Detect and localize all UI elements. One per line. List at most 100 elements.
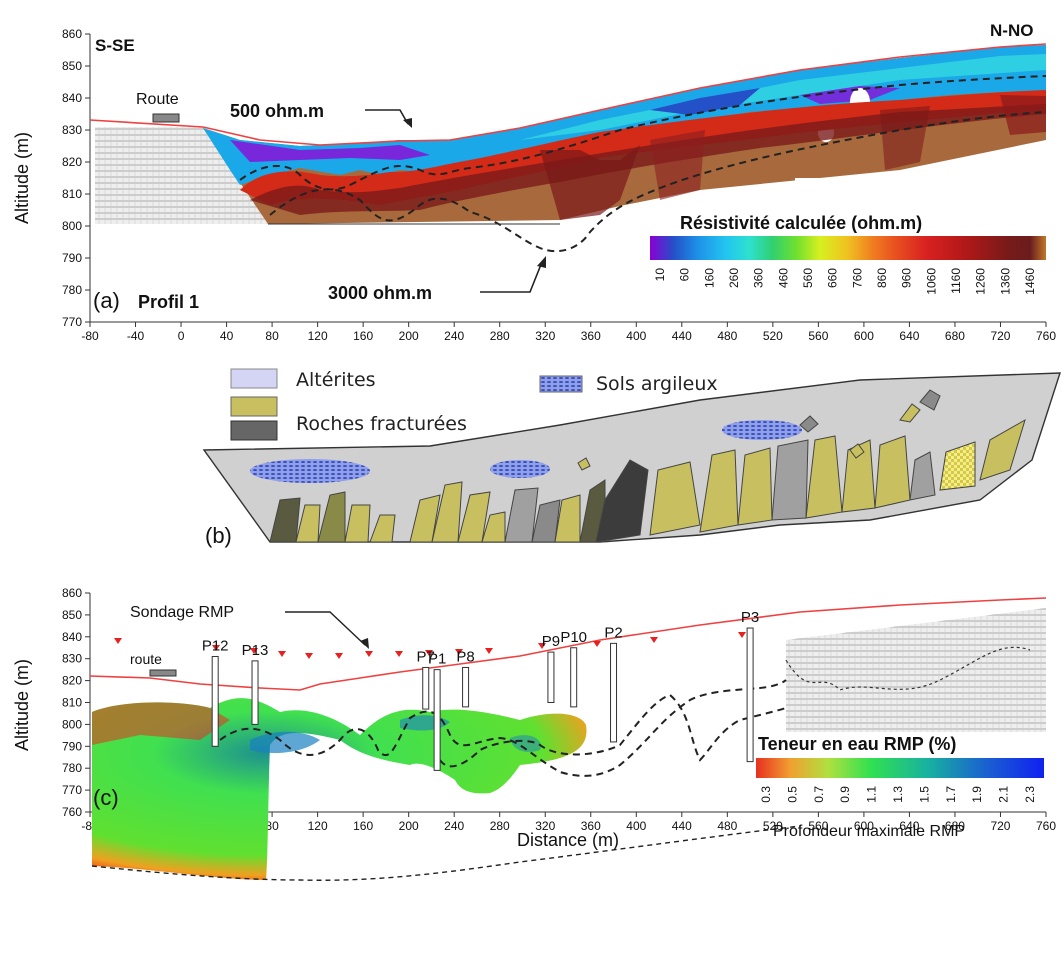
res-cbar-ticks: 10 60 160 260 360 460 560 660 760 860 960 1060 1160 1… — [653, 268, 1037, 295]
legend-label-alterites: Altérites — [296, 369, 376, 391]
res-cbar-title: Résistivité calculée (ohm.m) — [680, 213, 922, 233]
well-P3 — [746, 627, 754, 763]
x-tick-label: 400 — [626, 819, 646, 833]
x-tick-label: 600 — [854, 329, 874, 343]
well-label: P8 — [456, 648, 474, 665]
rock-columns — [269, 389, 1026, 543]
x-tick-label: 760 — [1036, 329, 1056, 343]
rmp-cbar-tick: 2.1 — [997, 786, 1011, 803]
x-tick-label: 720 — [990, 819, 1010, 833]
x-tick-label: 280 — [490, 329, 510, 343]
legend-swatch-alterites — [230, 368, 278, 389]
res-cbar-tick: 960 — [900, 268, 914, 288]
panel-c-y-title: Altitude (m) — [12, 659, 32, 751]
well-P13 — [251, 660, 259, 725]
panel-c-x-title: Distance (m) — [517, 830, 619, 850]
ground-surface-c — [89, 597, 1047, 691]
dir-left-label: S-SE — [95, 36, 135, 55]
y-tick-label: 820 — [62, 674, 82, 688]
y-tick-label: 800 — [62, 717, 82, 731]
x-tick-label: 480 — [717, 329, 737, 343]
res-cbar-tick: 660 — [826, 268, 840, 288]
resistivity-section — [203, 45, 1046, 224]
legend-swatch-sols — [539, 375, 583, 393]
res-cbar-tick: 160 — [702, 268, 716, 288]
well-label: P1 — [428, 651, 446, 668]
well-label: P3 — [741, 609, 759, 626]
x-tick-label: 400 — [626, 329, 646, 343]
panel-a: 770 780 790 800 810 820 830 840 850 860 -80 -40 0 40… — [12, 21, 1056, 343]
clay-lens — [250, 459, 370, 483]
res-cbar-tick: 1460 — [1023, 268, 1037, 295]
x-tick-label: 160 — [353, 329, 373, 343]
x-tick-label: 600 — [854, 819, 874, 833]
y-tick-label: 850 — [62, 608, 82, 622]
rmp-cbar-tick: 1.1 — [865, 786, 879, 803]
well-P12 — [211, 656, 219, 747]
rmp-cbar-tick: 1.3 — [891, 786, 905, 803]
x-tick-label: 80 — [265, 819, 279, 833]
panel-a-tag: (a) — [93, 288, 120, 313]
rmp-cbar-tick: 0.9 — [838, 786, 852, 803]
iso-500-label: 500 ohm.m — [230, 101, 324, 121]
sondage-label: Sondage RMP — [130, 604, 234, 621]
x-tick-label: 680 — [945, 329, 965, 343]
res-cbar-tick: 1260 — [974, 268, 988, 295]
rmp-cbar-ticks: 0.3 0.5 0.7 0.9 1.1 1.3 1.5 1.7 1.9 2.1 2.3 — [759, 786, 1037, 803]
x-tick-label: 240 — [444, 819, 464, 833]
x-tick-label: 160 — [353, 819, 373, 833]
legend-label-roches-fracturees: Roches fracturées — [296, 413, 467, 435]
well-P8 — [462, 666, 470, 708]
legend-label-sols: Sols argileux — [596, 373, 718, 395]
res-cbar-tick: 1160 — [949, 268, 963, 294]
panel-b-tag: (b) — [205, 523, 232, 548]
x-tick-label: 720 — [990, 329, 1010, 343]
well-P7 — [422, 666, 430, 710]
x-tick-label: 200 — [399, 819, 419, 833]
x-tick-label: 560 — [808, 329, 828, 343]
y-tick-label: 770 — [62, 783, 82, 797]
iso-3000-label: 3000 ohm.m — [328, 283, 432, 303]
x-tick-label: 40 — [220, 329, 234, 343]
rmp-cbar-tick: 1.9 — [970, 786, 984, 803]
rmp-cbar-tick: 2.3 — [1023, 786, 1037, 803]
well-label: P12 — [202, 638, 229, 655]
road-label: Route — [136, 91, 179, 108]
y-tick-label: 830 — [62, 123, 82, 137]
x-tick-label: 200 — [399, 329, 419, 343]
y-tick-label: 810 — [62, 696, 82, 710]
x-tick-label: 120 — [308, 819, 328, 833]
y-tick-label: 760 — [62, 805, 82, 819]
y-tick-label: 790 — [62, 739, 82, 753]
max-depth-label: Profondeur maximale RMP — [773, 823, 965, 840]
panel-c-tag: (c) — [93, 785, 119, 810]
iso-3000-line — [269, 111, 1047, 253]
y-tick-label: 790 — [62, 251, 82, 265]
x-tick-label: 560 — [808, 819, 828, 833]
contour-upper — [219, 679, 787, 777]
panel-a-y-ticks: 770 780 790 800 810 820 830 840 850 860 — [62, 27, 90, 329]
y-tick-label: 830 — [62, 652, 82, 666]
well-P9 — [547, 651, 555, 704]
y-tick-label: 840 — [62, 630, 82, 644]
well-P2 — [610, 642, 618, 743]
x-tick-label: -40 — [127, 329, 145, 343]
x-tick-label: 440 — [672, 329, 692, 343]
clay-lens — [490, 460, 550, 478]
x-tick-label: 320 — [535, 819, 555, 833]
res-cbar-tick: 10 — [653, 268, 667, 282]
y-tick-label: 850 — [62, 59, 82, 73]
x-tick-label: 120 — [308, 329, 328, 343]
res-cbar-tick: 1360 — [998, 268, 1012, 295]
y-tick-label: 780 — [62, 283, 82, 297]
res-cbar-tick: 460 — [776, 268, 790, 288]
x-tick-label: 360 — [581, 329, 601, 343]
x-tick-label: 360 — [581, 819, 601, 833]
y-tick-label: 840 — [62, 91, 82, 105]
ground-surface-line — [89, 43, 1047, 146]
rmp-sounding-markers — [114, 632, 746, 659]
well-label: P9 — [542, 633, 560, 650]
